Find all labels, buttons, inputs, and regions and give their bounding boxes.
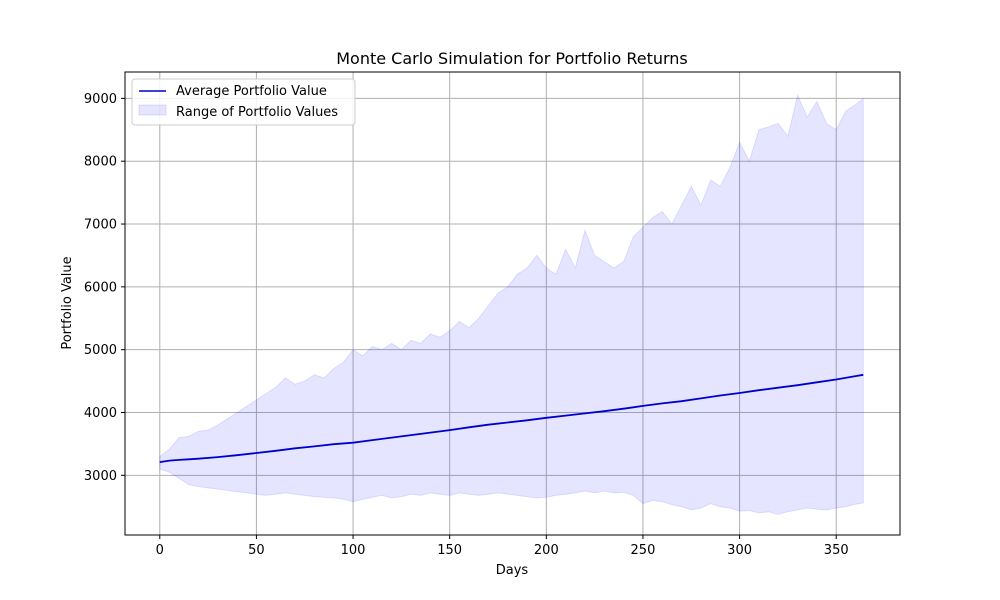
legend-box [131, 78, 356, 126]
x-tick-label: 250 [631, 543, 656, 558]
x-tick-label: 0 [156, 543, 164, 558]
x-axis-ticks: 0 50 100 150 200 250 300 350 [156, 535, 849, 558]
x-axis-label: Days [496, 563, 529, 578]
grid [125, 72, 900, 535]
y-tick-label: 3000 [84, 469, 117, 484]
legend-label-average: Average Portfolio Value [176, 84, 327, 99]
y-tick-label: 6000 [84, 280, 117, 295]
legend-label-range: Range of Portfolio Values [176, 105, 338, 120]
x-tick-label: 150 [437, 543, 462, 558]
x-tick-label: 200 [534, 543, 559, 558]
average-line-layer [159, 373, 864, 463]
y-tick-label: 7000 [84, 218, 117, 233]
range-band-layer [159, 93, 864, 515]
x-tick-label: 100 [341, 543, 366, 558]
y-axis-ticks: 3000 4000 5000 6000 7000 8000 9000 [84, 92, 125, 484]
y-tick-label: 4000 [84, 406, 117, 421]
plot-frame [124, 71, 901, 536]
y-axis-label: Portfolio Value [60, 256, 75, 349]
y-tick-label: 8000 [84, 155, 117, 170]
y-tick-label: 5000 [84, 343, 117, 358]
x-tick-label: 50 [248, 543, 265, 558]
x-tick-label: 350 [824, 543, 849, 558]
chart-title: Monte Carlo Simulation for Portfolio Ret… [336, 49, 688, 68]
x-tick-label: 300 [727, 543, 752, 558]
y-tick-label: 9000 [84, 92, 117, 107]
legend: Average Portfolio Value Range of Portfol… [131, 78, 356, 126]
average-line [159, 373, 864, 463]
range-band [159, 93, 864, 515]
legend-band-swatch [138, 104, 167, 116]
